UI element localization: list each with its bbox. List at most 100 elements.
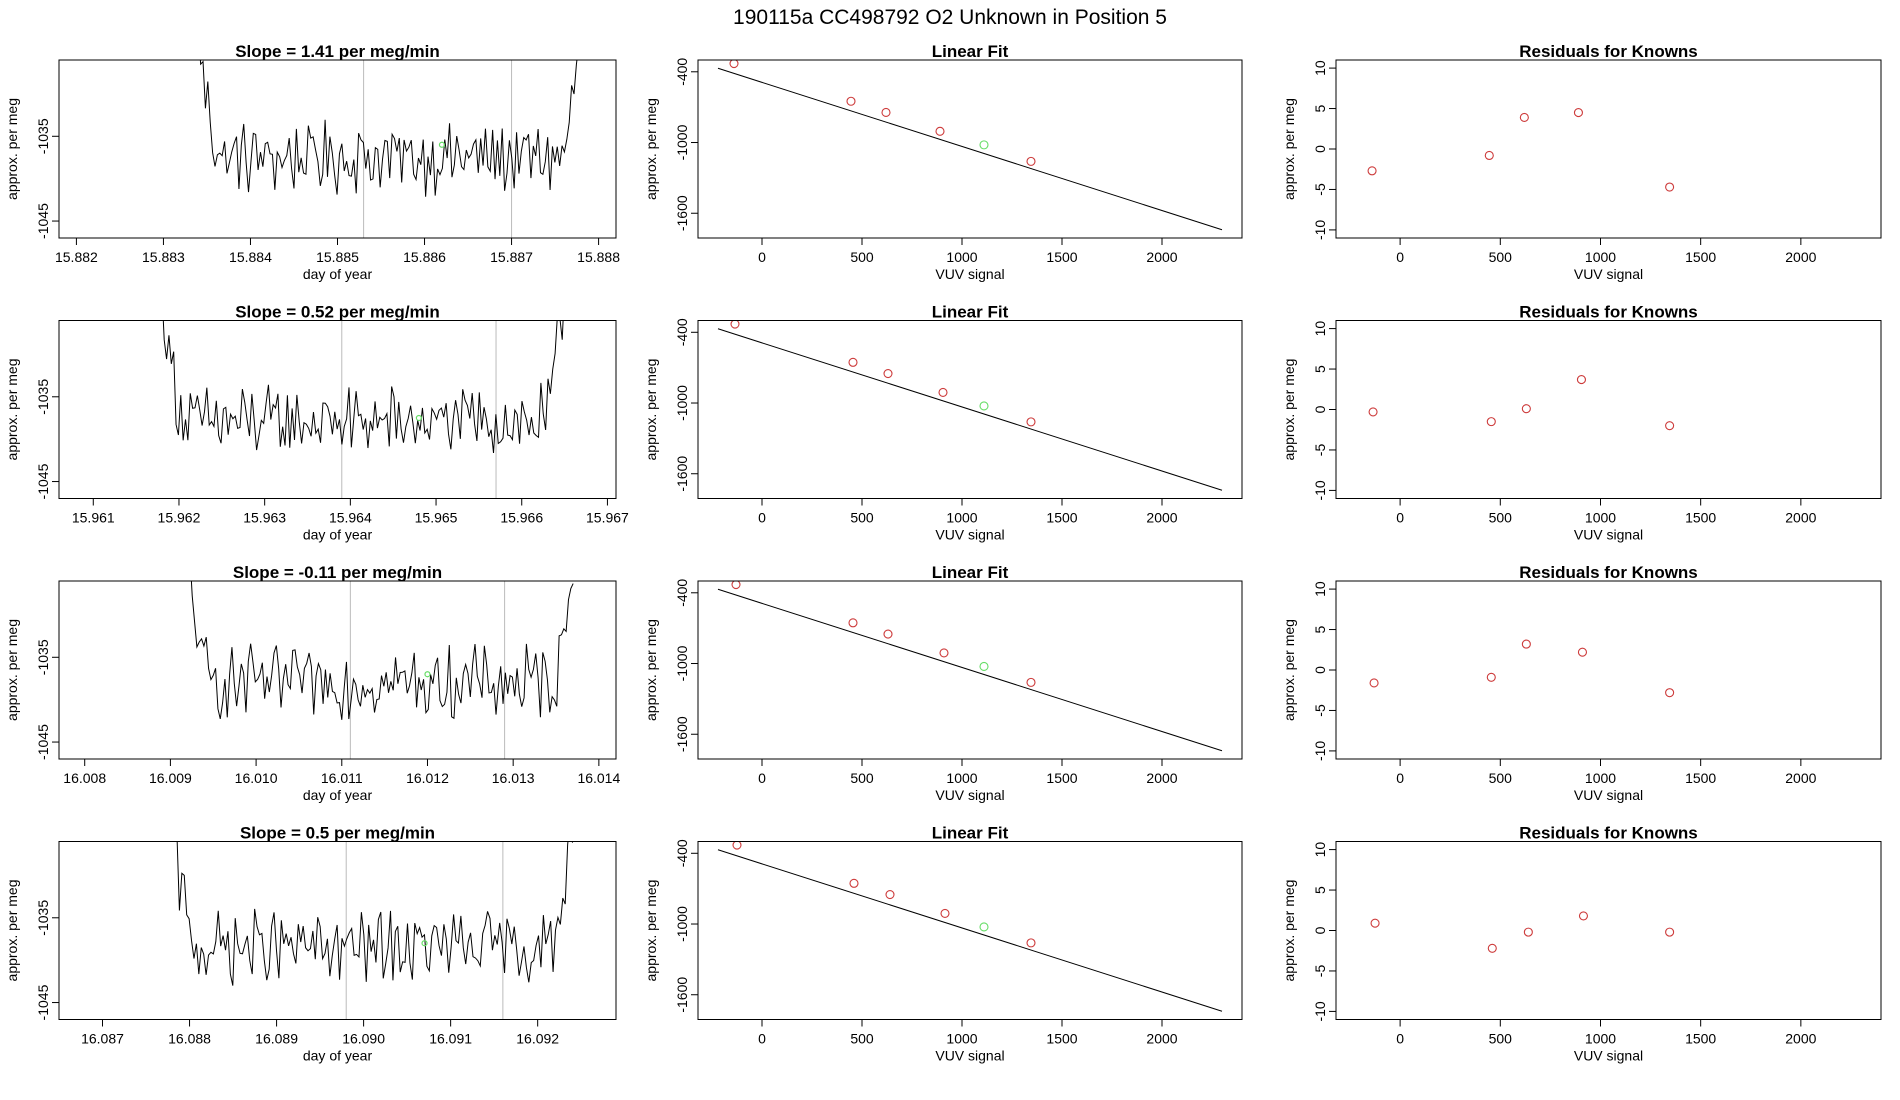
unknown-highlight xyxy=(438,141,446,148)
x-tick-label: 15.965 xyxy=(415,510,458,526)
data-trace xyxy=(199,60,578,197)
x-tick-label: 0 xyxy=(1396,249,1404,265)
x-tick-label: 15.886 xyxy=(403,249,446,265)
panel-r2-c2: Linear Fit 0 500 1000 1500 2000 VUV signal -400… xyxy=(643,303,1243,543)
panel-title: Residuals for Knowns xyxy=(1519,824,1698,843)
panel-title: Linear Fit xyxy=(932,824,1009,843)
y-tick-label: -400 xyxy=(674,579,690,607)
y-tick-label: 5 xyxy=(1312,104,1328,112)
y-axis-label: approx. per meg xyxy=(4,98,20,200)
plot-frame xyxy=(697,320,1243,499)
y-axis: -400 -1000 -1600 xyxy=(674,579,698,752)
x-axis: 15.882 15.883 15.884 15.885 15.886 15.887 15.8… xyxy=(55,238,620,265)
y-tick-label: -400 xyxy=(674,839,690,867)
panel-r1-c2: Linear Fit 0 500 1000 1500 2000 VUV signal -400… xyxy=(643,42,1243,282)
x-axis-label: day of year xyxy=(303,266,373,282)
y-tick-label: -1045 xyxy=(35,203,51,239)
main-title: 190115a CC498792 O2 Unknown in Position … xyxy=(733,6,1167,29)
y-tick-label: -1035 xyxy=(35,118,51,154)
x-tick-label: 0 xyxy=(758,1031,766,1047)
x-axis: 16.008 16.009 16.010 16.011 16.012 16.013 16.0… xyxy=(63,759,620,786)
x-tick-label: 16.011 xyxy=(321,770,363,786)
plot-area xyxy=(1367,108,1675,192)
x-tick-label: 15.882 xyxy=(55,249,98,265)
panel-title: Slope = 0.52 per meg/min xyxy=(235,303,440,322)
x-tick-label: 1000 xyxy=(1585,770,1616,786)
plot-area xyxy=(162,320,564,499)
x-axis: 0 500 1000 1500 2000 xyxy=(758,238,1178,265)
known-point xyxy=(1484,150,1494,161)
plot-frame xyxy=(697,580,1243,760)
x-tick-label: 0 xyxy=(758,770,766,786)
x-tick-label: 16.012 xyxy=(406,770,449,786)
known-point xyxy=(883,629,893,639)
panel-title: Residuals for Knowns xyxy=(1519,303,1698,322)
plot-area xyxy=(1370,911,1675,953)
x-axis: 0 500 1000 1500 2000 xyxy=(758,498,1178,526)
plot-frame xyxy=(1335,841,1882,1020)
y-axis-label: approx. per meg xyxy=(1281,98,1297,200)
y-axis-label: approx. per meg xyxy=(1281,880,1297,982)
known-point xyxy=(1665,421,1675,431)
known-point xyxy=(1576,375,1587,385)
x-tick-label: 16.087 xyxy=(81,1031,124,1047)
x-axis: 16.087 16.088 16.089 16.090 16.091 16.092 xyxy=(81,1019,559,1047)
x-axis: 0 500 1000 1500 2000 xyxy=(1396,1019,1817,1047)
panel-r1-c3: Residuals for Knowns 0 500 1000 1500 2000 VUV … xyxy=(1281,42,1882,282)
plot-frame xyxy=(697,841,1243,1020)
y-axis-label: approx. per meg xyxy=(4,880,20,982)
x-axis: 0 500 1000 1500 2000 xyxy=(1396,238,1817,265)
x-axis-label: VUV signal xyxy=(1574,1048,1643,1064)
y-tick-label: 5 xyxy=(1312,365,1328,373)
known-point xyxy=(846,96,856,106)
known-point xyxy=(1370,918,1380,928)
y-axis: -10 -5 0 5 10 xyxy=(1312,581,1336,761)
x-tick-label: 1500 xyxy=(1685,249,1716,265)
y-axis: -10 -5 0 5 10 xyxy=(1312,321,1336,501)
x-tick-label: 1500 xyxy=(1685,1031,1716,1047)
fit-line xyxy=(717,849,1223,1012)
unknown-point xyxy=(979,661,989,672)
y-tick-label: 10 xyxy=(1312,842,1328,858)
plot-frame xyxy=(58,841,617,1020)
known-point xyxy=(883,368,893,379)
x-axis-label: VUV signal xyxy=(1574,787,1643,803)
x-tick-label: 0 xyxy=(758,510,766,526)
known-point xyxy=(848,618,858,628)
y-axis-label: approx. per meg xyxy=(1281,619,1297,721)
known-point xyxy=(1578,911,1589,921)
panel-r3-c2: Linear Fit 0 500 1000 1500 2000 VUV signal -400… xyxy=(643,563,1243,803)
y-tick-label: -1035 xyxy=(35,900,51,936)
plot-area xyxy=(1368,375,1675,431)
y-axis: -400 -1000 -1600 xyxy=(674,318,698,492)
y-axis-label: approx. per meg xyxy=(1281,359,1297,461)
x-tick-label: 0 xyxy=(1396,510,1404,526)
y-tick-label: -1600 xyxy=(674,716,690,752)
y-tick-label: 10 xyxy=(1312,321,1328,337)
y-tick-label: -400 xyxy=(674,58,690,86)
x-axis-label: day of year xyxy=(303,1048,373,1064)
unknown-highlight xyxy=(421,940,428,947)
known-point xyxy=(1026,417,1036,427)
y-axis: -10 -5 0 5 10 xyxy=(1312,60,1336,240)
x-tick-label: 15.883 xyxy=(142,249,185,265)
fit-line xyxy=(717,588,1223,752)
x-tick-label: 0 xyxy=(1396,1031,1404,1047)
x-axis-label: VUV signal xyxy=(1574,527,1643,543)
known-point xyxy=(1665,927,1675,937)
known-point xyxy=(1573,108,1583,118)
y-tick-label: -1600 xyxy=(674,195,690,231)
panel-title: Slope = 0.5 per meg/min xyxy=(240,824,435,843)
x-axis-label: day of year xyxy=(303,787,373,803)
x-tick-label: 15.963 xyxy=(243,510,286,526)
fit-line xyxy=(717,67,1223,231)
panel-title: Linear Fit xyxy=(932,563,1009,582)
y-tick-label: -5 xyxy=(1312,183,1328,196)
plot-area xyxy=(717,581,1223,752)
x-tick-label: 2000 xyxy=(1146,510,1177,526)
x-tick-label: 16.089 xyxy=(255,1031,298,1047)
